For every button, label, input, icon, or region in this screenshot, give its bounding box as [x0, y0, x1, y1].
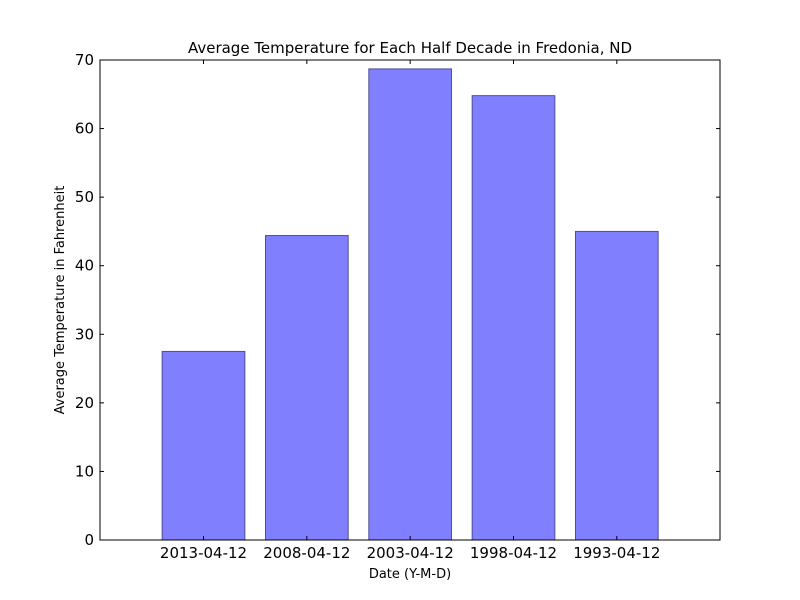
chart-title: Average Temperature for Each Half Decade… [188, 39, 632, 57]
x-tick-label: 2013-04-12 [160, 544, 247, 562]
bar [265, 235, 349, 541]
bars-group [161, 68, 659, 541]
y-axis-label: Average Temperature in Fahrenheit [53, 186, 68, 415]
x-tick-labels: 2013-04-12 2008-04-12 2003-04-12 1998-04-12… [160, 544, 661, 562]
x-axis-label: Date (Y-M-D) [369, 567, 451, 582]
x-tick-label: 1998-04-12 [470, 544, 557, 562]
y-tick-label: 10 [75, 462, 94, 480]
y-tick-label: 40 [75, 257, 94, 275]
x-tick-label: 2008-04-12 [263, 544, 350, 562]
plot-frame [99, 59, 721, 541]
y-tick-label: 0 [84, 531, 94, 549]
x-tick-label: 2003-04-12 [367, 544, 454, 562]
y-tick-labels: 0 10 20 30 40 50 60 70 [75, 51, 94, 549]
y-tick-label: 50 [75, 188, 94, 206]
bar [161, 350, 246, 541]
x-tick-label: 1993-04-12 [573, 544, 660, 562]
y-tick-label: 20 [75, 394, 94, 412]
bar [471, 95, 556, 541]
bar [574, 230, 659, 541]
y-tick-label: 60 [75, 120, 94, 138]
y-tick-label: 70 [75, 51, 94, 69]
bar [368, 68, 452, 541]
y-tick-label: 30 [75, 325, 94, 343]
